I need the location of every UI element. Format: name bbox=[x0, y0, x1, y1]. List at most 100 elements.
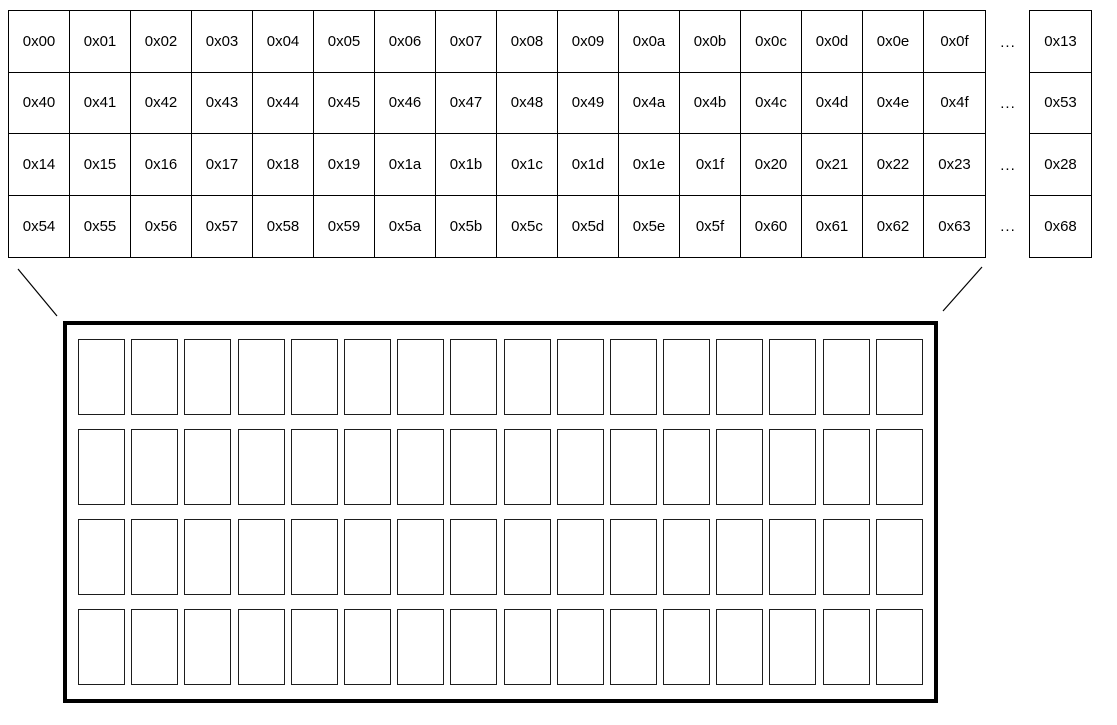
memory-cell bbox=[290, 609, 338, 685]
address-cell: 0x49 bbox=[558, 72, 619, 134]
address-cell: 0x17 bbox=[192, 134, 253, 196]
memory-cell bbox=[822, 519, 870, 595]
address-cell: 0x57 bbox=[192, 195, 253, 257]
address-cell: 0x00 bbox=[9, 11, 70, 73]
memory-cell bbox=[663, 429, 711, 505]
address-cell: 0x20 bbox=[741, 134, 802, 196]
address-cell: 0x40 bbox=[9, 72, 70, 134]
address-cell: 0x07 bbox=[436, 11, 497, 73]
ellipsis-label: ... bbox=[1000, 156, 1016, 174]
memory-cell bbox=[503, 339, 551, 415]
memory-cell bbox=[716, 519, 764, 595]
memory-cell bbox=[131, 429, 179, 505]
memory-cell bbox=[609, 339, 657, 415]
memory-cell bbox=[184, 519, 232, 595]
memory-cell bbox=[290, 519, 338, 595]
memory-chip-box bbox=[63, 321, 938, 703]
address-cell: 0x1b bbox=[436, 134, 497, 196]
memory-cell bbox=[237, 609, 285, 685]
memory-cell bbox=[450, 609, 498, 685]
address-cell: 0x59 bbox=[314, 195, 375, 257]
memory-cell bbox=[78, 609, 125, 685]
address-cell: 0x0f bbox=[924, 11, 985, 73]
memory-cell bbox=[875, 519, 923, 595]
memory-cell bbox=[822, 429, 870, 505]
address-cell: 0x16 bbox=[131, 134, 192, 196]
address-cell: 0x18 bbox=[253, 134, 314, 196]
address-cell: 0x4f bbox=[924, 73, 985, 134]
address-cell: 0x14 bbox=[9, 134, 70, 196]
address-cell: 0x4c bbox=[741, 72, 802, 134]
address-cell: 0x21 bbox=[802, 134, 863, 196]
address-cell: 0x22 bbox=[863, 134, 924, 196]
address-cell: 0x03 bbox=[192, 11, 253, 73]
address-cell: 0x5f bbox=[680, 195, 741, 257]
address-cell: 0x0a bbox=[619, 11, 680, 73]
address-cell: 0x41 bbox=[70, 72, 131, 134]
address-cell: 0x1d bbox=[558, 134, 619, 196]
address-cell: 0x1f bbox=[680, 134, 741, 196]
right-connector-line bbox=[942, 266, 983, 312]
address-cell: 0x62 bbox=[863, 195, 924, 257]
address-cell: 0x4d bbox=[802, 72, 863, 134]
memory-cell bbox=[663, 519, 711, 595]
memory-cell bbox=[875, 339, 923, 415]
memory-cell bbox=[290, 339, 338, 415]
memory-cell bbox=[343, 429, 391, 505]
ellipsis-label: ... bbox=[1000, 33, 1016, 51]
memory-cell bbox=[397, 609, 445, 685]
memory-cell bbox=[609, 429, 657, 505]
address-table: 0x00 0x01 0x02 0x03 0x04 0x05 0x06 0x07 0x08 0x09… bbox=[8, 10, 986, 258]
address-cell: 0x5d bbox=[558, 195, 619, 257]
address-cell: 0x1c bbox=[497, 134, 558, 196]
memory-cell bbox=[556, 339, 604, 415]
memory-cell bbox=[184, 609, 232, 685]
address-cell: 0x08 bbox=[497, 11, 558, 73]
memory-cell bbox=[343, 609, 391, 685]
memory-cell bbox=[237, 519, 285, 595]
ellipsis-label: ... bbox=[1000, 218, 1016, 236]
address-cell: 0x44 bbox=[253, 72, 314, 134]
address-cell: 0x56 bbox=[131, 195, 192, 257]
address-cell: 0x23 bbox=[924, 134, 985, 196]
memory-cell bbox=[609, 519, 657, 595]
address-cell: 0x15 bbox=[70, 134, 131, 196]
ellipsis-label: ... bbox=[1000, 95, 1016, 113]
memory-cell bbox=[875, 609, 923, 685]
memory-cell bbox=[131, 339, 179, 415]
memory-cell bbox=[556, 429, 604, 505]
address-cell: 0x0d bbox=[802, 11, 863, 73]
address-cell: 0x48 bbox=[497, 72, 558, 134]
address-cell: 0x47 bbox=[436, 72, 497, 134]
tail-address-cell: 0x13 bbox=[1030, 11, 1091, 73]
address-cell: 0x01 bbox=[70, 11, 131, 73]
address-cell: 0x4a bbox=[619, 72, 680, 134]
memory-cell bbox=[237, 339, 285, 415]
memory-cell bbox=[131, 609, 179, 685]
address-cell: 0x58 bbox=[253, 195, 314, 257]
address-cell: 0x0e bbox=[863, 11, 924, 73]
memory-cell bbox=[184, 339, 232, 415]
address-cell: 0x61 bbox=[802, 195, 863, 257]
memory-cell bbox=[716, 609, 764, 685]
address-cell: 0x09 bbox=[558, 11, 619, 73]
address-cell: 0x02 bbox=[131, 11, 192, 73]
memory-cell bbox=[343, 339, 391, 415]
memory-cell bbox=[78, 339, 125, 415]
address-cell: 0x05 bbox=[314, 11, 375, 73]
memory-cell bbox=[450, 339, 498, 415]
address-cell: 0x5b bbox=[436, 195, 497, 257]
memory-cell bbox=[237, 429, 285, 505]
memory-cell bbox=[769, 519, 817, 595]
tail-address-cell: 0x68 bbox=[1044, 217, 1077, 235]
memory-cell bbox=[716, 429, 764, 505]
address-cell: 0x42 bbox=[131, 72, 192, 134]
memory-cell bbox=[716, 339, 764, 415]
address-cell: 0x60 bbox=[741, 195, 802, 257]
memory-cell bbox=[78, 519, 125, 595]
memory-cell bbox=[343, 519, 391, 595]
tail-address-cell: 0x53 bbox=[1030, 73, 1091, 134]
address-cell: 0x4e bbox=[863, 72, 924, 134]
memory-cell bbox=[397, 429, 445, 505]
memory-cell bbox=[875, 429, 923, 505]
